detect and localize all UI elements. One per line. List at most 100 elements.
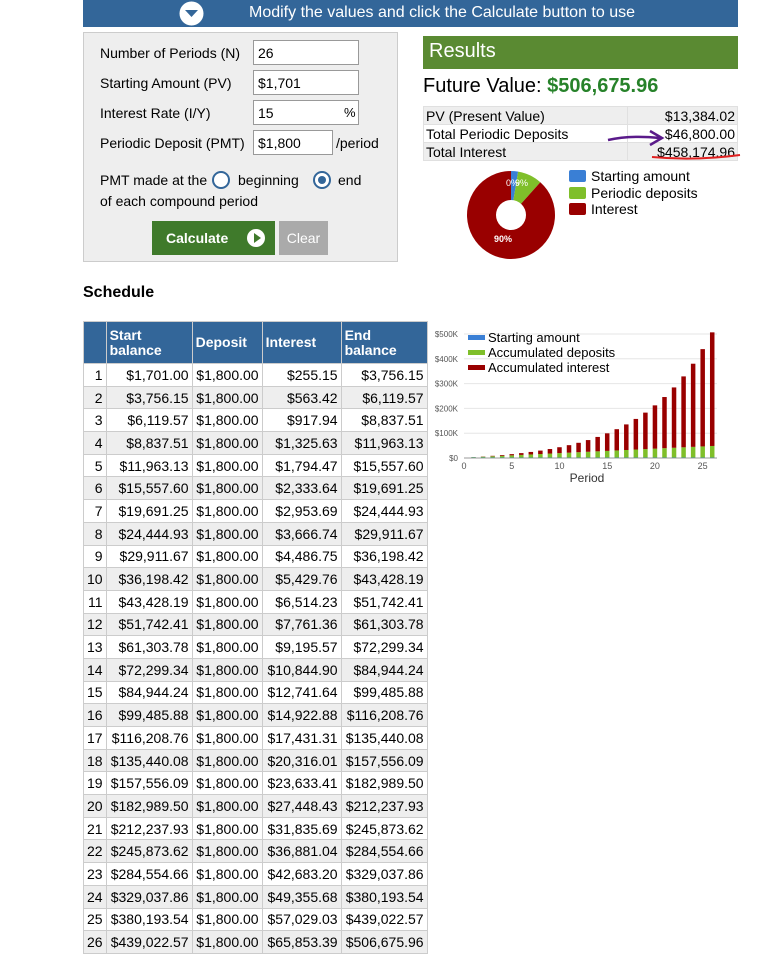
start-balance-cell: $61,303.78 — [106, 636, 192, 659]
interest-cell: $7,761.36 — [262, 613, 341, 636]
bar-xtick-label: 5 — [509, 461, 514, 471]
bar-ytick-label: $300K — [435, 380, 459, 389]
chart-legend-item: Starting amount — [468, 330, 615, 345]
bar-segment — [500, 455, 505, 456]
interest-cell: $57,029.03 — [262, 908, 341, 931]
start-balance-cell: $329,037.86 — [106, 885, 192, 908]
end-balance-cell: $29,911.67 — [341, 522, 427, 545]
schedule-title: Schedule — [83, 284, 154, 302]
periods-input[interactable] — [253, 40, 359, 65]
end-balance-cell: $36,198.42 — [341, 545, 427, 568]
end-balance-cell: $329,037.86 — [341, 863, 427, 886]
bar-segment — [567, 453, 572, 458]
summary-label: PV (Present Value) — [424, 107, 628, 125]
table-row: 15$84,944.24$1,800.00$12,741.64$99,485.8… — [84, 681, 428, 704]
bar-ytick-label: $500K — [435, 330, 459, 339]
interest-cell: $2,333.64 — [262, 477, 341, 500]
table-row: 8$24,444.93$1,800.00$3,666.74$29,911.67 — [84, 522, 428, 545]
start-balance-cell: $99,485.88 — [106, 704, 192, 727]
donut-legend: Starting amount Periodic deposits Intere… — [567, 168, 698, 218]
table-row: 25$380,193.54$1,800.00$57,029.03$439,022… — [84, 908, 428, 931]
table-row: 17$116,208.76$1,800.00$17,431.31$135,440… — [84, 727, 428, 750]
deposit-cell: $1,800.00 — [192, 545, 262, 568]
deposit-cell: $1,800.00 — [192, 817, 262, 840]
start-balance-cell: $116,208.76 — [106, 727, 192, 750]
start-balance-cell: $19,691.25 — [106, 500, 192, 523]
interest-cell: $49,355.68 — [262, 885, 341, 908]
start-balance-cell: $284,554.66 — [106, 863, 192, 886]
interest-cell: $4,486.75 — [262, 545, 341, 568]
bar-segment — [605, 451, 610, 458]
header-deposit: Deposit — [192, 322, 262, 364]
end-balance-cell: $19,691.25 — [341, 477, 427, 500]
bar-segment — [490, 456, 495, 457]
deposit-cell: $1,800.00 — [192, 931, 262, 954]
deposit-cell: $1,800.00 — [192, 863, 262, 886]
calculate-button[interactable]: Calculate — [152, 221, 275, 255]
bar-segment — [567, 445, 572, 452]
table-row: 7$19,691.25$1,800.00$2,953.69$24,444.93 — [84, 500, 428, 523]
end-balance-cell: $135,440.08 — [341, 727, 427, 750]
pmt-beginning-label[interactable]: beginning — [238, 172, 299, 188]
red-underline — [652, 155, 740, 159]
table-row: 9$29,911.67$1,800.00$4,486.75$36,198.42 — [84, 545, 428, 568]
bar-segment — [538, 454, 543, 458]
periodic-deposit-input[interactable] — [253, 130, 333, 155]
table-row: 20$182,989.50$1,800.00$27,448.43$212,237… — [84, 795, 428, 818]
pmt-end-radio[interactable] — [313, 171, 331, 189]
end-balance-cell: $182,989.50 — [341, 772, 427, 795]
bar-xtick-label: 0 — [461, 461, 466, 471]
table-row: 26$439,022.57$1,800.00$65,853.39$506,675… — [84, 931, 428, 954]
bar-segment — [672, 387, 677, 447]
deposit-cell: $1,800.00 — [192, 409, 262, 432]
table-row: 2$3,756.15$1,800.00$563.42$6,119.57 — [84, 386, 428, 409]
period-cell: 23 — [84, 863, 107, 886]
interest-cell: $65,853.39 — [262, 931, 341, 954]
starting-amount-input[interactable] — [253, 70, 359, 95]
end-balance-cell: $116,208.76 — [341, 704, 427, 727]
periodic-deposit-label: Periodic Deposit (PMT) — [100, 135, 245, 151]
period-cell: 18 — [84, 749, 107, 772]
legend-swatch — [569, 170, 586, 182]
period-cell: 7 — [84, 500, 107, 523]
donut-label-interest: 90% — [494, 234, 512, 244]
chart-legend-label: Accumulated deposits — [488, 345, 615, 360]
table-row: 19$157,556.09$1,800.00$23,633.41$182,989… — [84, 772, 428, 795]
table-row: 23$284,554.66$1,800.00$42,683.20$329,037… — [84, 863, 428, 886]
bar-segment — [634, 419, 639, 450]
interest-cell: $17,431.31 — [262, 727, 341, 750]
period-cell: 1 — [84, 364, 107, 387]
interest-cell: $31,835.69 — [262, 817, 341, 840]
interest-cell: $42,683.20 — [262, 863, 341, 886]
end-balance-cell: $506,675.96 — [341, 931, 427, 954]
interest-cell: $27,448.43 — [262, 795, 341, 818]
start-balance-cell: $72,299.34 — [106, 658, 192, 681]
clear-button[interactable]: Clear — [279, 221, 328, 255]
start-balance-cell: $29,911.67 — [106, 545, 192, 568]
bar-segment — [700, 446, 705, 457]
end-balance-cell: $245,873.62 — [341, 817, 427, 840]
chevron-down-icon[interactable] — [179, 1, 204, 26]
pmt-end-label[interactable]: end — [338, 172, 361, 188]
interest-rate-label: Interest Rate (I/Y) — [100, 105, 210, 121]
interest-cell: $563.42 — [262, 386, 341, 409]
end-balance-cell: $72,299.34 — [341, 636, 427, 659]
bar-segment — [643, 413, 648, 449]
period-cell: 10 — [84, 568, 107, 591]
end-balance-cell: $99,485.88 — [341, 681, 427, 704]
start-balance-cell: $380,193.54 — [106, 908, 192, 931]
table-row: 3$6,119.57$1,800.00$917.94$8,837.51 — [84, 409, 428, 432]
legend-label: Periodic deposits — [591, 185, 698, 201]
percent-unit: % — [344, 105, 356, 120]
start-balance-cell: $51,742.41 — [106, 613, 192, 636]
chart-legend-item: Accumulated interest — [468, 360, 615, 375]
table-row: 18$135,440.08$1,800.00$20,316.01$157,556… — [84, 749, 428, 772]
bar-segment — [634, 450, 639, 458]
period-cell: 12 — [84, 613, 107, 636]
legend-item: Starting amount — [567, 168, 698, 185]
interest-cell: $20,316.01 — [262, 749, 341, 772]
bar-segment — [624, 450, 629, 458]
pmt-timing-prefix: PMT made at the — [100, 172, 207, 188]
pmt-beginning-radio[interactable] — [212, 171, 230, 189]
start-balance-cell: $135,440.08 — [106, 749, 192, 772]
